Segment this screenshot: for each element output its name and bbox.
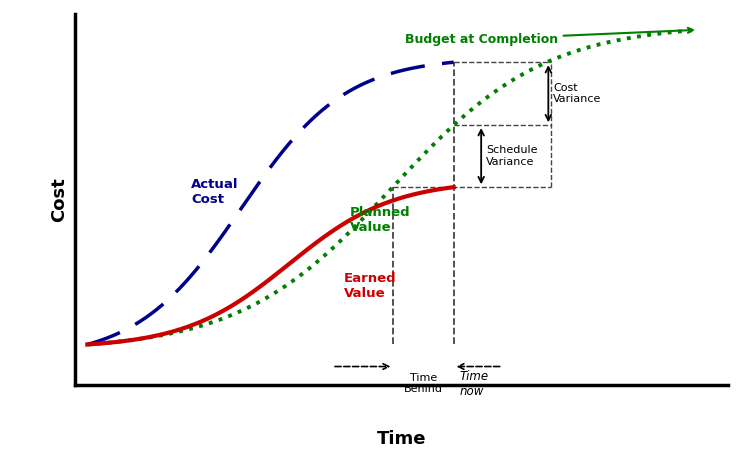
- Y-axis label: Cost: Cost: [50, 177, 68, 222]
- X-axis label: Time: Time: [377, 430, 427, 448]
- Text: Actual
Cost: Actual Cost: [191, 178, 239, 206]
- Text: Schedule
Variance: Schedule Variance: [486, 145, 538, 167]
- Text: Time
now: Time now: [460, 370, 489, 398]
- Text: Cost
Variance: Cost Variance: [553, 83, 602, 104]
- Text: Planned
Value: Planned Value: [350, 206, 411, 235]
- Text: Time
Behind: Time Behind: [404, 373, 443, 394]
- Text: Budget at Completion: Budget at Completion: [405, 28, 693, 46]
- Text: Earned
Value: Earned Value: [344, 273, 397, 300]
